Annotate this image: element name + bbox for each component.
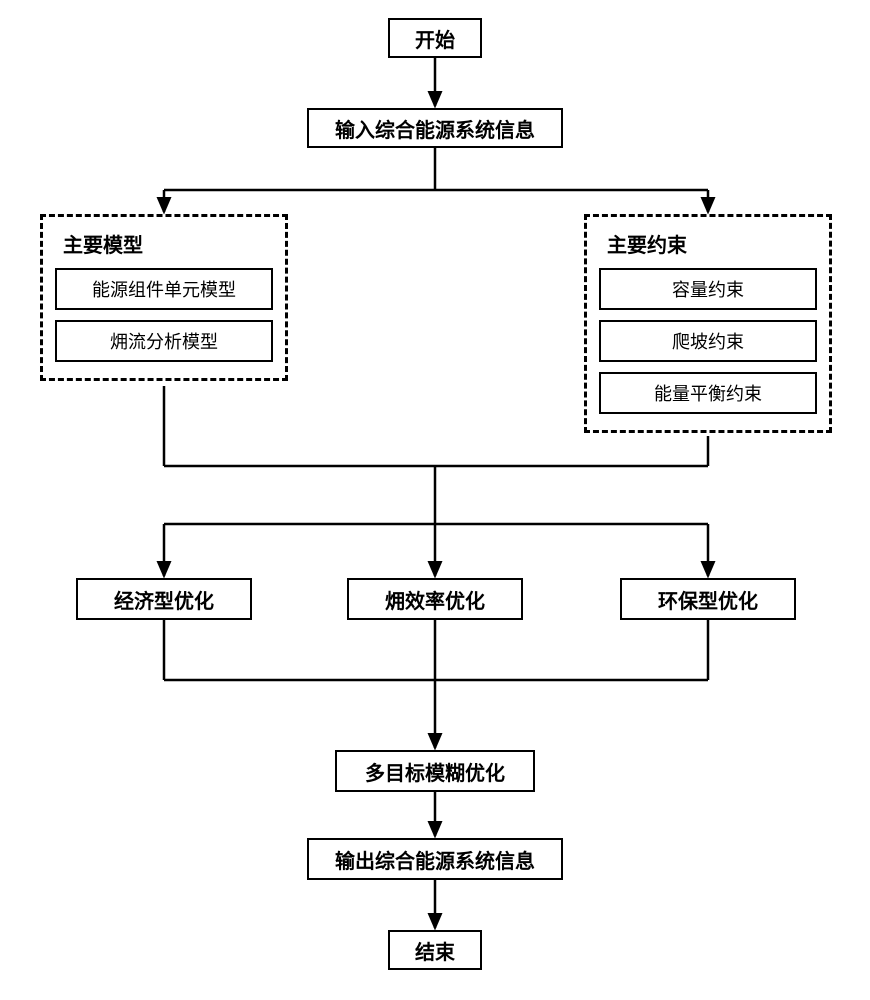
opt-exergy-node: 㶲效率优化 [347,578,523,620]
opt-econ-node: 经济型优化 [76,578,252,620]
constraint-item-1: 爬坡约束 [599,320,817,362]
model-item-1-label: 㶲流分析模型 [110,328,218,354]
model-item-0: 能源组件单元模型 [55,268,273,310]
constraint-item-0-label: 容量约束 [672,276,744,302]
opt-env-label: 环保型优化 [658,585,758,614]
model-group-title: 主要模型 [55,229,273,258]
opt-env-node: 环保型优化 [620,578,796,620]
opt-econ-label: 经济型优化 [114,585,214,614]
constraint-group-title: 主要约束 [599,229,817,258]
constraint-item-2-label: 能量平衡约束 [654,380,762,406]
model-item-0-label: 能源组件单元模型 [92,276,236,302]
constraint-item-1-label: 爬坡约束 [672,328,744,354]
start-node: 开始 [388,18,482,58]
end-label: 结束 [415,936,455,965]
multi-obj-node: 多目标模糊优化 [335,750,535,792]
input-label: 输入综合能源系统信息 [335,114,535,143]
constraint-item-2: 能量平衡约束 [599,372,817,414]
constraint-item-0: 容量约束 [599,268,817,310]
input-node: 输入综合能源系统信息 [307,108,563,148]
output-label: 输出综合能源系统信息 [335,845,535,874]
constraint-group: 主要约束 容量约束 爬坡约束 能量平衡约束 [584,214,832,433]
model-group: 主要模型 能源组件单元模型 㶲流分析模型 [40,214,288,381]
multi-obj-label: 多目标模糊优化 [365,757,505,786]
output-node: 输出综合能源系统信息 [307,838,563,880]
end-node: 结束 [388,930,482,970]
start-label: 开始 [415,24,455,53]
model-item-1: 㶲流分析模型 [55,320,273,362]
opt-exergy-label: 㶲效率优化 [385,585,485,614]
